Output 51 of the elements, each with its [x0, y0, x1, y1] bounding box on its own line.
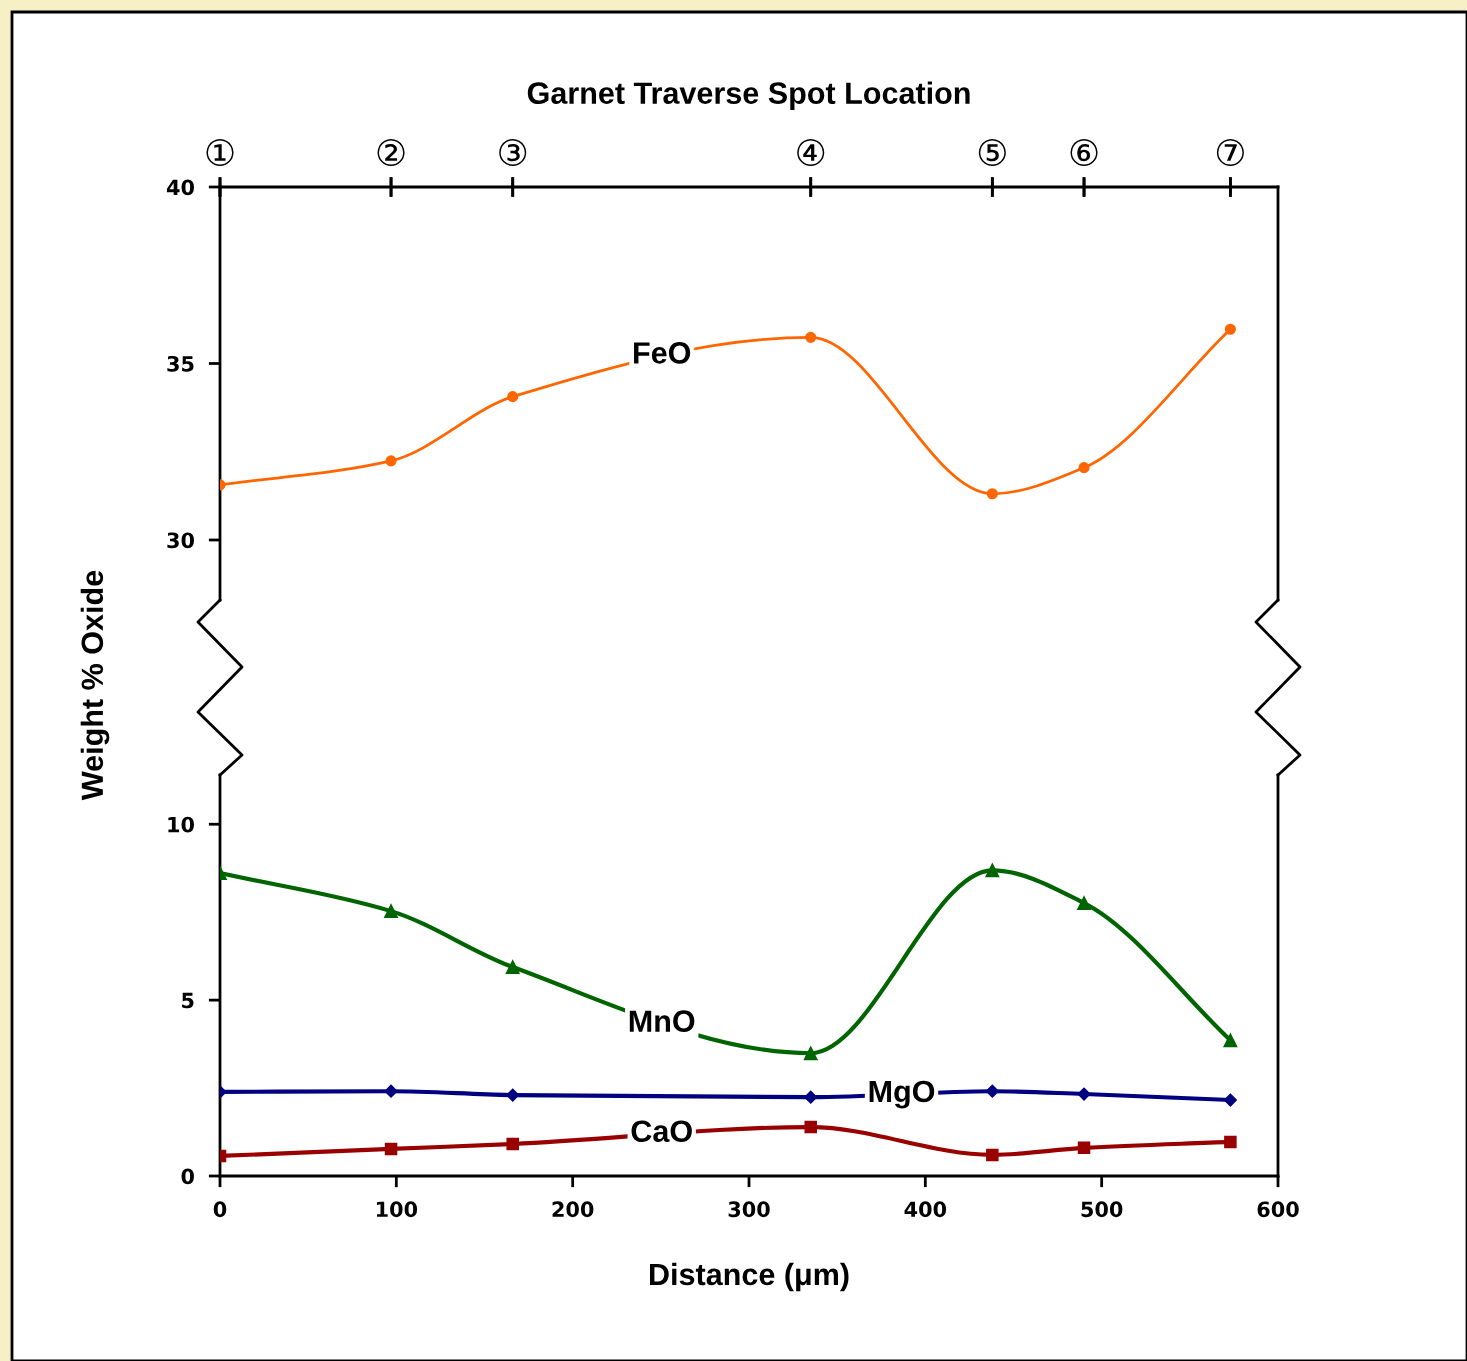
- y-tick-label: 30: [167, 532, 194, 549]
- point: [1078, 462, 1090, 474]
- point: [1077, 896, 1091, 910]
- x-tick-label: 300: [728, 1201, 770, 1218]
- x-tick-label: 0: [213, 1201, 227, 1218]
- point: [1077, 1141, 1091, 1155]
- y-axis-title: Weight % Oxide: [80, 570, 110, 801]
- x-tick-label: 600: [1257, 1201, 1299, 1218]
- series-label: CaO: [631, 1120, 692, 1143]
- series-label: MgO: [869, 1080, 935, 1109]
- y-tick-label: 0: [181, 1168, 194, 1185]
- point: [506, 1137, 519, 1151]
- text: ⑤: [978, 138, 1006, 166]
- text: ③: [499, 138, 527, 166]
- text: ②: [377, 138, 405, 166]
- point: [1224, 323, 1236, 335]
- x-tick-label: 200: [552, 1201, 594, 1218]
- text: ④: [797, 138, 825, 166]
- y-tick-label: 40: [166, 179, 194, 196]
- point: [1223, 1093, 1237, 1107]
- y-tick-label: 10: [168, 816, 194, 833]
- x-tick-label: 400: [904, 1201, 947, 1218]
- point: [384, 1142, 398, 1156]
- point: [384, 904, 398, 919]
- series-label: MnO: [629, 1010, 695, 1033]
- chart-title: Garnet Traverse Spot Location: [527, 81, 970, 111]
- point: [986, 1148, 999, 1162]
- y-tick-label: 35: [167, 355, 194, 372]
- point: [1077, 1087, 1091, 1101]
- series-label: FeO: [634, 342, 691, 364]
- point: [506, 1088, 520, 1102]
- point: [804, 1120, 817, 1134]
- point: [986, 488, 998, 500]
- point: [385, 455, 397, 467]
- point: [505, 960, 520, 975]
- text: ⑥: [1070, 138, 1098, 166]
- point: [1223, 1033, 1238, 1048]
- x-axis-title: Distance (μm): [650, 1262, 849, 1292]
- point: [803, 1046, 818, 1061]
- x-tick-label: 100: [376, 1201, 418, 1218]
- text: ⑦: [1216, 138, 1244, 166]
- point: [507, 391, 519, 403]
- point: [985, 1084, 999, 1098]
- point: [384, 1084, 398, 1098]
- point: [985, 863, 1000, 878]
- y-tick-label: 5: [182, 992, 194, 1009]
- point: [1224, 1135, 1237, 1149]
- point: [804, 1090, 818, 1104]
- point: [805, 331, 817, 343]
- text: ①: [206, 138, 234, 166]
- x-tick-label: 500: [1081, 1201, 1123, 1218]
